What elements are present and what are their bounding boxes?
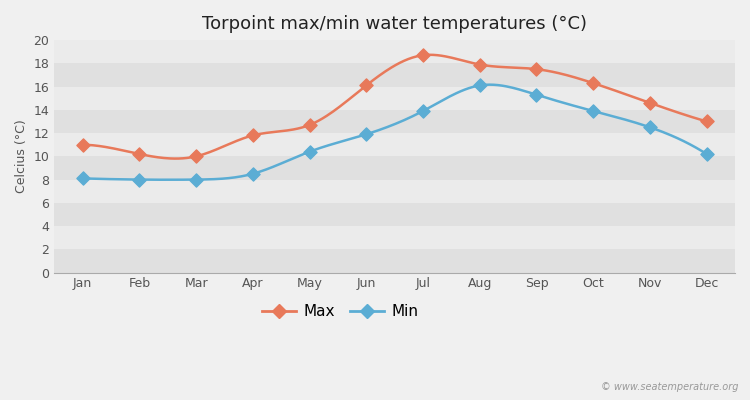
Bar [54,226,735,249]
Point [360,82,372,89]
Bar [54,63,735,87]
Legend: Max, Min: Max, Min [256,298,424,325]
Point [360,131,372,138]
Bar [54,203,735,226]
Point [417,52,429,58]
Point [190,153,202,160]
Bar [54,87,735,110]
Bar [54,133,735,156]
Point [304,148,316,155]
Point [76,142,88,148]
Point [134,151,146,157]
Point [700,118,712,125]
Point [134,176,146,183]
Bar [54,110,735,133]
Point [474,61,486,68]
Point [587,80,599,86]
Bar [54,156,735,180]
Point [700,151,712,157]
Point [417,108,429,114]
Point [190,176,202,183]
Point [247,170,259,177]
Point [247,132,259,139]
Point [530,66,542,72]
Y-axis label: Celcius (°C): Celcius (°C) [15,120,28,193]
Bar [54,180,735,203]
Bar [54,249,735,272]
Point [304,122,316,128]
Point [644,100,656,106]
Title: Torpoint max/min water temperatures (°C): Torpoint max/min water temperatures (°C) [202,15,587,33]
Point [587,108,599,114]
Point [474,82,486,89]
Bar [54,40,735,63]
Text: © www.seatemperature.org: © www.seatemperature.org [602,382,739,392]
Point [76,175,88,182]
Point [530,92,542,98]
Point [644,124,656,130]
